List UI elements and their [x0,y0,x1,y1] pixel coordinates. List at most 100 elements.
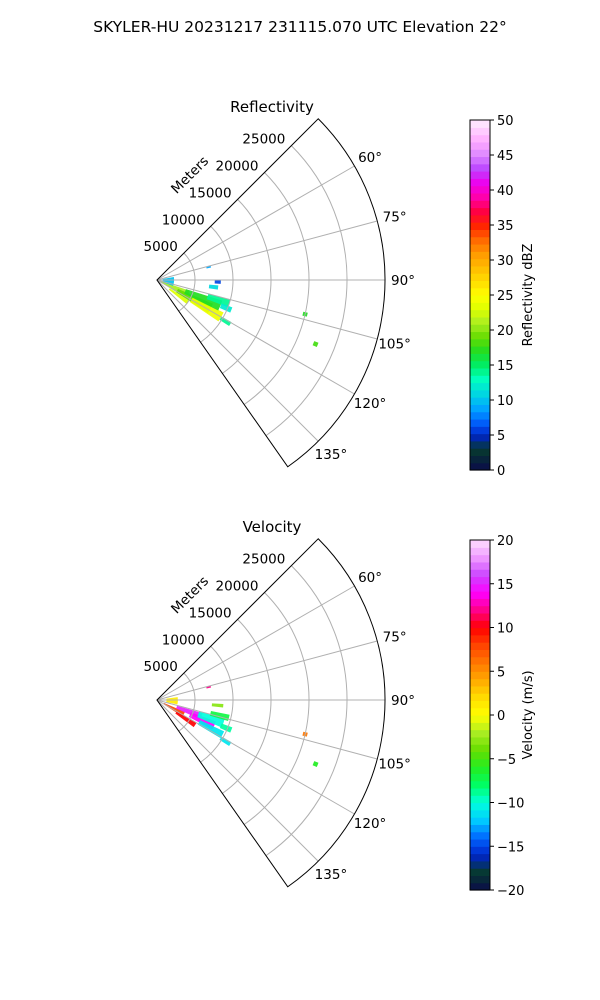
velocity-colorbar-band-14 [470,780,490,789]
reflectivity-colorbar-band-39 [470,178,490,187]
reflectivity-colorbar-tick-2: 10 [497,394,514,409]
velocity-colorbar-band-33 [470,642,490,650]
reflectivity-angle-tick-2: 90° [391,273,415,289]
velocity-colorbar-band-38 [470,605,490,614]
velocity-colorbar-band-28 [470,678,490,687]
reflectivity-colorbar-band-22 [470,302,490,311]
reflectivity-angle-tick-3: 105° [378,337,411,353]
velocity-angle-tick-3: 105° [378,757,411,773]
reflectivity-colorbar-band-36 [470,200,490,209]
reflectivity-colorbar-band-6 [470,418,490,427]
velocity-echo-5 [197,720,225,739]
reflectivity-colorbar-band-27 [470,265,490,274]
velocity-panel: Velocity 5000 10000 15000 20000 25000 60° 75° 9… [144,518,415,888]
velocity-angle-tick-2: 90° [391,693,415,709]
velocity-colorbar-band-26 [470,693,490,702]
velocity-colorbar-band-34 [470,634,490,643]
velocity-spoke-0 [156,585,355,701]
reflectivity-colorbar-band-4 [470,433,490,442]
reflectivity-colorbar-tick-4: 20 [497,324,514,339]
velocity-colorbar-ticks: −20 −15 −10 −5 0 5 10 15 20 [490,534,524,899]
velocity-colorbar-band-37 [470,612,490,621]
reflectivity-echo-3 [184,289,223,311]
velocity-colorbar-band-44 [470,561,490,570]
reflectivity-colorbar-band-45 [470,134,490,143]
reflectivity-angle-tick-4: 120° [354,396,387,412]
reflectivity-colorbar-band-28 [470,258,490,267]
reflectivity-radial-tick-0: 5000 [144,239,178,255]
reflectivity-colorbar-tick-0: 0 [497,464,505,479]
velocity-colorbar-band-41 [470,583,490,592]
reflectivity-colorbar-band-46 [470,127,490,136]
reflectivity-colorbar-band-42 [470,156,490,165]
reflectivity-colorbar-band-24 [470,287,490,296]
velocity-colorbar-tick-6: 10 [497,622,514,637]
velocity-echo-1 [175,711,197,728]
reflectivity-sector-outline [156,118,386,468]
velocity-colorbar-band-45 [470,554,490,563]
reflectivity-colorbar-band-23 [470,295,490,303]
velocity-colorbar-band-8 [470,824,490,833]
velocity-colorbar-band-32 [470,649,490,658]
velocity-spoke-4 [156,699,355,815]
velocity-colorbar-band-6 [470,838,490,847]
reflectivity-colorbar-band-30 [470,243,490,252]
velocity-ring-4 [265,565,348,857]
reflectivity-spoke-1 [156,220,378,281]
velocity-colorbar-band-4 [470,853,490,862]
velocity-echo-13 [312,761,319,768]
reflectivity-colorbar-band-0 [470,462,490,471]
velocity-colorbar-band-46 [470,547,490,556]
velocity-colorbar-band-22 [470,722,490,731]
velocity-radial-tick-0: 5000 [144,659,178,675]
velocity-colorbar-band-29 [470,671,490,680]
reflectivity-spoke-4 [156,279,355,395]
velocity-colorbar-band-39 [470,598,490,607]
reflectivity-colorbar-tick-8: 40 [497,184,514,199]
velocity-spoke-1 [156,640,378,701]
reflectivity-radial-tick-1: 10000 [162,212,205,228]
reflectivity-echo-11 [206,265,212,269]
velocity-tick-labels: 5000 10000 15000 20000 25000 60° 75° 90° 105° 120… [144,552,415,883]
velocity-colorbar-band-7 [470,831,490,840]
reflectivity-angle-tick-0: 60° [358,150,382,166]
reflectivity-ring-0 [178,252,196,312]
reflectivity-colorbar-band-38 [470,185,490,194]
reflectivity-colorbar-band-18 [470,331,490,340]
reflectivity-colorbar-band-17 [470,338,490,347]
velocity-colorbar-band-5 [470,846,490,855]
reflectivity-colorbar-label: Reflectivity dBZ [521,244,536,347]
reflectivity-colorbar-band-35 [470,207,490,216]
velocity-colorbar-band-10 [470,809,490,818]
velocity-angle-tick-0: 60° [358,570,382,586]
velocity-colorbar-band-20 [470,736,490,745]
velocity-echo-9 [219,723,233,733]
velocity-angle-tick-5: 135° [315,867,348,883]
velocity-colorbar-band-25 [470,700,490,709]
velocity-angle-tick-4: 120° [354,816,387,832]
velocity-radial-tick-2: 15000 [189,605,232,621]
velocity-colorbar-tick-1: −15 [497,840,524,855]
velocity-echo-11 [206,685,212,689]
velocity-colorbar-band-16 [470,766,490,774]
reflectivity-colorbar-band-10 [470,389,490,398]
reflectivity-colorbar-band-14 [470,360,490,369]
velocity-echo-7 [166,697,178,705]
reflectivity-colorbar-band-1 [470,455,490,464]
reflectivity-colorbar-band-2 [470,448,490,457]
reflectivity-colorbar-band-16 [470,346,490,354]
velocity-colorbar-band-36 [470,620,490,629]
reflectivity-colorbar-band-31 [470,236,490,245]
reflectivity-echo-4 [206,293,231,308]
reflectivity-colorbar-band-37 [470,192,490,201]
velocity-colorbar-band-13 [470,787,490,796]
reflectivity-colorbar-band-44 [470,141,490,150]
velocity-radial-tick-3: 20000 [216,579,259,595]
velocity-colorbar-tick-3: −5 [497,753,516,768]
reflectivity-title: Reflectivity [230,98,314,116]
velocity-echoes [163,685,319,768]
reflectivity-ring-3 [243,172,310,405]
velocity-colorbar-band-21 [470,729,490,738]
reflectivity-colorbar-band-26 [470,273,490,282]
